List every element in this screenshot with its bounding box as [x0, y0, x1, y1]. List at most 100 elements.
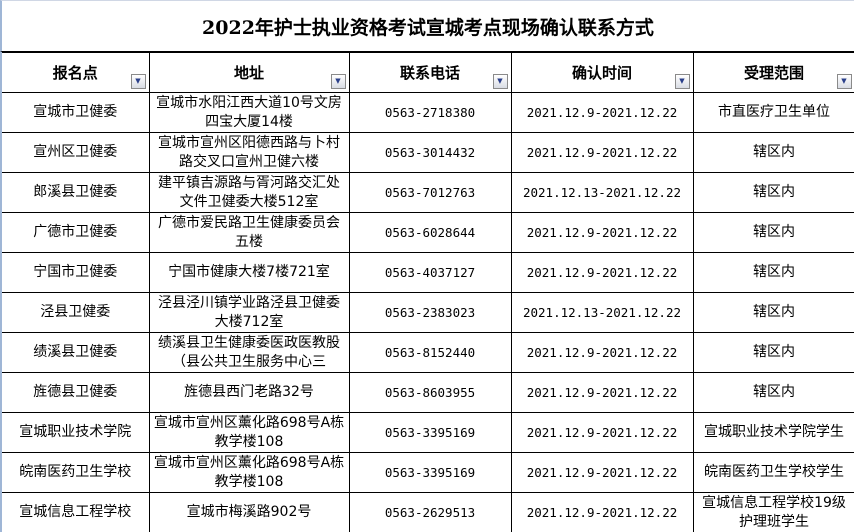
cell-scope[interactable]: 宣城职业技术学院学生: [692, 412, 854, 453]
cell-text: 2021.12.9-2021.12.22: [526, 265, 678, 280]
cell-registration-point[interactable]: 绩溪县卫健委: [0, 332, 150, 373]
cell-confirm-time[interactable]: 2021.12.9-2021.12.22: [510, 132, 694, 173]
table-row: 皖南医药卫生学校 宣城市宣州区薰化路698号A栋教学楼108 0563-339516…: [0, 452, 854, 493]
cell-text: 辖区内: [753, 144, 795, 160]
cell-registration-point[interactable]: 宁国市卫健委: [0, 252, 150, 293]
header-label: 联系电话: [399, 64, 460, 82]
cell-text: 2021.12.9-2021.12.22: [526, 345, 678, 360]
cell-phone[interactable]: 0563-2383023: [348, 292, 512, 333]
cell-text: 市直医疗卫生单位: [718, 104, 830, 120]
cell-text: 2021.12.9-2021.12.22: [526, 225, 678, 240]
cell-text: 辖区内: [753, 224, 795, 240]
cell-scope[interactable]: 皖南医药卫生学校学生: [692, 452, 854, 493]
cell-phone[interactable]: 0563-3014432: [348, 132, 512, 173]
cell-phone[interactable]: 0563-6028644: [348, 212, 512, 253]
cell-scope[interactable]: 宣城信息工程学校19级护理班学生: [692, 492, 854, 532]
cell-text: 宣城信息工程学校19级护理班学生: [702, 494, 846, 530]
cell-scope[interactable]: 辖区内: [692, 332, 854, 373]
cell-text: 绩溪县卫生健康委医政医教股（县公共卫生服务中心三: [158, 334, 340, 370]
filter-dropdown-arrow-icon[interactable]: ▼: [674, 74, 690, 89]
cell-address[interactable]: 宁国市健康大楼7楼721室: [148, 252, 350, 293]
cell-registration-point[interactable]: 郎溪县卫健委: [0, 172, 150, 213]
cell-registration-point[interactable]: 旌德县卫健委: [0, 372, 150, 413]
column-header-confirm-time: 确认时间 ▼: [510, 52, 694, 93]
cell-confirm-time[interactable]: 2021.12.9-2021.12.22: [510, 492, 694, 532]
column-header-scope: 受理范围 ▼: [692, 52, 854, 93]
cell-confirm-time[interactable]: 2021.12.9-2021.12.22: [510, 92, 694, 133]
cell-registration-point[interactable]: 宣城市卫健委: [0, 92, 150, 133]
cell-confirm-time[interactable]: 2021.12.9-2021.12.22: [510, 412, 694, 453]
cell-phone[interactable]: 0563-4037127: [348, 252, 512, 293]
cell-text: 2021.12.9-2021.12.22: [526, 105, 678, 120]
cell-confirm-time[interactable]: 2021.12.9-2021.12.22: [510, 212, 694, 253]
table-row: 郎溪县卫健委 建平镇吉源路与胥河路交汇处文件卫健委大楼512室 0563-70127…: [0, 172, 854, 213]
cell-confirm-time[interactable]: 2021.12.13-2021.12.22: [510, 172, 694, 213]
cell-registration-point[interactable]: 宣州区卫健委: [0, 132, 150, 173]
cell-text: 2021.12.9-2021.12.22: [526, 505, 678, 520]
cell-address[interactable]: 宣城市梅溪路902号: [148, 492, 350, 532]
cell-text: 建平镇吉源路与胥河路交汇处文件卫健委大楼512室: [158, 174, 340, 210]
column-header-phone: 联系电话 ▼: [348, 52, 512, 93]
cell-text: 皖南医药卫生学校学生: [704, 464, 844, 480]
cell-text: 广德市卫健委: [33, 224, 118, 240]
cell-text: 2021.12.13-2021.12.22: [522, 305, 682, 320]
cell-address[interactable]: 宣城市宣州区薰化路698号A栋教学楼108: [148, 452, 350, 493]
cell-confirm-time[interactable]: 2021.12.9-2021.12.22: [510, 452, 694, 493]
cell-confirm-time[interactable]: 2021.12.9-2021.12.22: [510, 252, 694, 293]
cell-text: 旌德县卫健委: [33, 384, 118, 400]
filter-dropdown-arrow-icon[interactable]: ▼: [492, 74, 508, 89]
cell-address[interactable]: 旌德县西门老路32号: [148, 372, 350, 413]
header-row: 报名点 ▼ 地址 ▼ 联系电话 ▼ 确认时间 ▼ 受理范围 ▼: [0, 52, 854, 93]
cell-confirm-time[interactable]: 2021.12.9-2021.12.22: [510, 332, 694, 373]
filter-dropdown-arrow-icon[interactable]: ▼: [836, 74, 852, 89]
cell-registration-point[interactable]: 皖南医药卫生学校: [0, 452, 150, 493]
filter-dropdown-arrow-icon[interactable]: ▼: [130, 74, 146, 89]
cell-address[interactable]: 宣城市宣州区阳德西路与卜村路交叉口宣州卫健六楼: [148, 132, 350, 173]
cell-confirm-time[interactable]: 2021.12.9-2021.12.22: [510, 372, 694, 413]
cell-text: 辖区内: [753, 184, 795, 200]
cell-registration-point[interactable]: 宣城职业技术学院: [0, 412, 150, 453]
cell-text: 宣城市宣州区阳德西路与卜村路交叉口宣州卫健六楼: [158, 134, 340, 170]
cell-address[interactable]: 宣城市宣州区薰化路698号A栋教学楼108: [148, 412, 350, 453]
table-row: 宣城职业技术学院 宣城市宣州区薰化路698号A栋教学楼108 0563-339516…: [0, 412, 854, 453]
cell-text: 0563-8152440: [384, 345, 476, 360]
cell-phone[interactable]: 0563-3395169: [348, 412, 512, 453]
cell-address[interactable]: 建平镇吉源路与胥河路交汇处文件卫健委大楼512室: [148, 172, 350, 213]
cell-scope[interactable]: 辖区内: [692, 292, 854, 333]
cell-phone[interactable]: 0563-3395169: [348, 452, 512, 493]
cell-scope[interactable]: 辖区内: [692, 132, 854, 173]
cell-address[interactable]: 泾县泾川镇学业路泾县卫健委大楼712室: [148, 292, 350, 333]
cell-scope[interactable]: 辖区内: [692, 172, 854, 213]
cell-text: 2021.12.9-2021.12.22: [526, 385, 678, 400]
cell-address[interactable]: 宣城市水阳江西大道10号文房四宝大厦14楼: [148, 92, 350, 133]
cell-address[interactable]: 绩溪县卫生健康委医政医教股（县公共卫生服务中心三: [148, 332, 350, 373]
cell-phone[interactable]: 0563-8152440: [348, 332, 512, 373]
cell-phone[interactable]: 0563-2718380: [348, 92, 512, 133]
cell-phone[interactable]: 0563-2629513: [348, 492, 512, 532]
cell-text: 绩溪县卫健委: [33, 344, 118, 360]
cell-phone[interactable]: 0563-7012763: [348, 172, 512, 213]
cell-registration-point[interactable]: 泾县卫健委: [0, 292, 150, 333]
table-row: 宣城市卫健委 宣城市水阳江西大道10号文房四宝大厦14楼 0563-2718380 2…: [0, 92, 854, 133]
cell-text: 0563-2718380: [384, 105, 476, 120]
cell-text: 泾县泾川镇学业路泾县卫健委大楼712室: [158, 294, 340, 330]
cell-address[interactable]: 广德市爱民路卫生健康委员会五楼: [148, 212, 350, 253]
cell-scope[interactable]: 市直医疗卫生单位: [692, 92, 854, 133]
cell-text: 宣城市卫健委: [33, 104, 118, 120]
sheet-title: 2022年护士执业资格考试宣城考点现场确认联系方式: [0, 0, 854, 52]
cell-scope[interactable]: 辖区内: [692, 372, 854, 413]
cell-text: 2021.12.9-2021.12.22: [526, 465, 678, 480]
column-header-address: 地址 ▼: [148, 52, 350, 93]
cell-scope[interactable]: 辖区内: [692, 252, 854, 293]
filter-dropdown-arrow-icon[interactable]: ▼: [330, 74, 346, 89]
table-row: 绩溪县卫健委 绩溪县卫生健康委医政医教股（县公共卫生服务中心三 0563-81524…: [0, 332, 854, 373]
cell-confirm-time[interactable]: 2021.12.13-2021.12.22: [510, 292, 694, 333]
cell-registration-point[interactable]: 广德市卫健委: [0, 212, 150, 253]
table-row: 泾县卫健委 泾县泾川镇学业路泾县卫健委大楼712室 0563-2383023 2021…: [0, 292, 854, 333]
cell-registration-point[interactable]: 宣城信息工程学校: [0, 492, 150, 532]
cell-scope[interactable]: 辖区内: [692, 212, 854, 253]
cell-text: 宣城市水阳江西大道10号文房四宝大厦14楼: [156, 94, 342, 130]
cell-phone[interactable]: 0563-8603955: [348, 372, 512, 413]
header-label: 报名点: [52, 64, 98, 82]
